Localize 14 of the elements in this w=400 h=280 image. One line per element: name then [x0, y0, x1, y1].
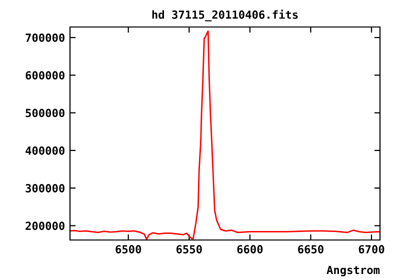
line-series [70, 30, 380, 240]
y-tick-label: 600000 [26, 71, 64, 80]
chart-title: hd 37115_20110406.fits [152, 10, 298, 22]
x-tick-label: 6600 [237, 245, 263, 254]
y-tick-label: 500000 [26, 108, 64, 118]
y-tick-label: 700000 [26, 34, 64, 42]
y-tick-label: 200000 [26, 222, 64, 230]
x-tick-label: 6650 [298, 245, 324, 254]
x-axis-title: Angstrom [326, 266, 380, 276]
y-tick-label: 300000 [26, 184, 64, 192]
x-tick-label: 6500 [116, 245, 142, 254]
y-tick-label: 400000 [26, 146, 64, 155]
x-tick-label: 6550 [176, 245, 202, 254]
x-tick-label: 6700 [358, 245, 384, 254]
